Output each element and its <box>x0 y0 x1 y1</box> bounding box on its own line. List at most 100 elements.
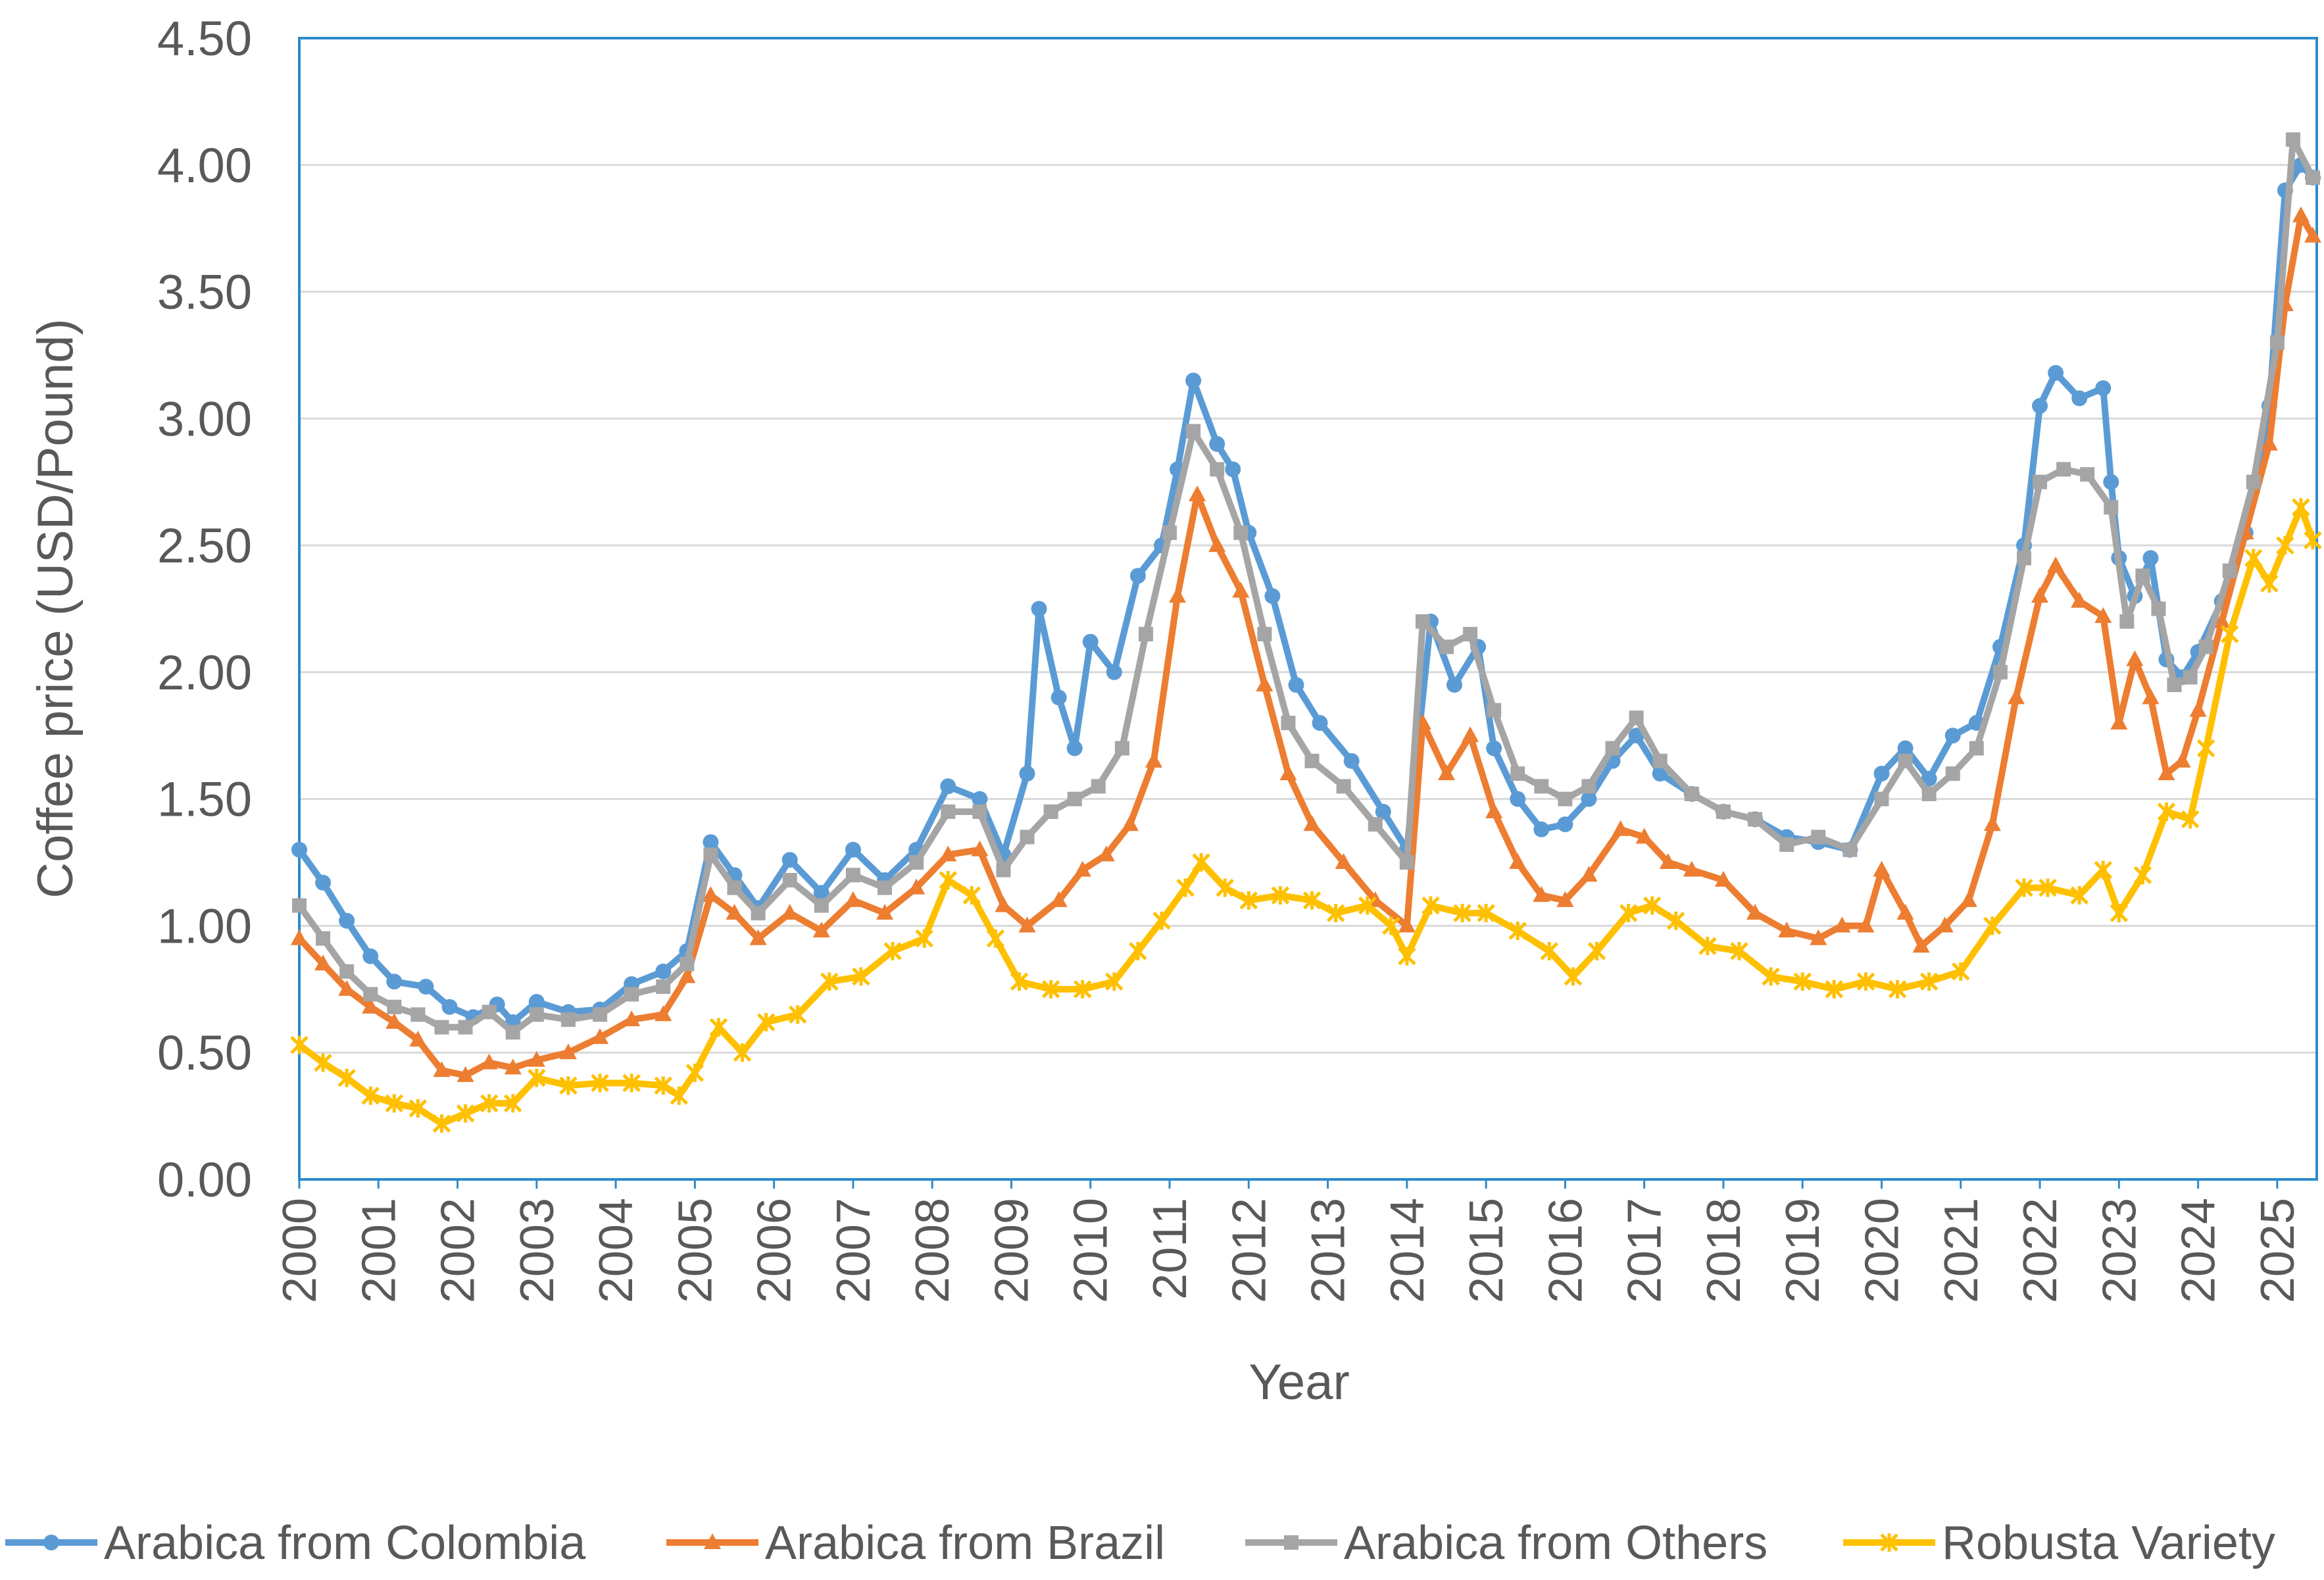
data-point <box>1399 855 1414 870</box>
data-point <box>878 880 893 895</box>
series-lines <box>290 132 2322 1133</box>
data-point <box>1169 587 1187 603</box>
y-tick-label: 1.00 <box>157 899 252 953</box>
data-point <box>2135 568 2150 583</box>
data-point <box>1335 853 1352 870</box>
data-point <box>749 929 767 945</box>
y-tick-label: 0.00 <box>157 1152 252 1207</box>
x-tick-label: 2017 <box>1619 1198 1671 1303</box>
data-point <box>1051 689 1067 706</box>
data-point <box>2095 380 2112 397</box>
data-point <box>504 1058 522 1075</box>
legend-label: Robusta Variety <box>1942 1517 2275 1569</box>
data-point <box>1176 878 1195 897</box>
data-point <box>2292 498 2310 517</box>
data-point <box>703 847 718 862</box>
data-point <box>1643 896 1662 915</box>
data-point <box>1825 979 1844 999</box>
data-point <box>940 778 956 795</box>
data-point <box>1326 904 1345 923</box>
x-tick-label: 2019 <box>1777 1198 1829 1303</box>
data-point <box>1279 764 1297 781</box>
data-point <box>528 1068 546 1087</box>
data-point <box>622 1074 641 1093</box>
data-point <box>1716 804 1731 819</box>
data-point <box>1043 804 1058 819</box>
x-tick-label: 2001 <box>353 1198 405 1303</box>
data-point <box>1533 821 1550 837</box>
data-point <box>2104 500 2119 515</box>
data-point <box>1936 916 1954 933</box>
data-point <box>503 1094 522 1113</box>
data-point <box>1019 766 1035 782</box>
data-point <box>291 841 307 858</box>
data-point <box>2304 226 2321 243</box>
data-point <box>2260 434 2278 451</box>
data-point <box>1564 967 1583 986</box>
data-point <box>883 942 902 960</box>
data-point <box>845 868 860 883</box>
data-point <box>788 1005 807 1024</box>
data-point <box>2183 670 2198 685</box>
legend-label: Arabica from Others <box>1344 1517 1768 1569</box>
data-point <box>457 1066 474 1082</box>
data-point <box>1534 779 1549 794</box>
data-point <box>1857 916 1875 933</box>
data-point <box>1114 741 1129 756</box>
x-axis-ticks: 2000 2001 2002 2003 2004 2005 2006 2007 2008 2009… <box>274 1179 2304 1303</box>
data-point <box>2276 536 2294 555</box>
data-point <box>939 871 958 890</box>
y-tick-label: 3.50 <box>157 265 252 320</box>
data-point <box>1129 568 1146 584</box>
data-point <box>441 999 458 1015</box>
data-point <box>1422 896 1440 915</box>
y-tick-label: 1.50 <box>157 772 252 827</box>
data-point <box>529 1007 544 1022</box>
data-point <box>1415 614 1430 629</box>
data-point <box>2244 549 2263 568</box>
data-point <box>2007 688 2025 704</box>
data-point <box>2158 764 2175 781</box>
data-point <box>971 840 989 856</box>
data-point <box>1508 922 1527 941</box>
y-tick-label: 2.00 <box>157 645 252 700</box>
data-point <box>339 912 355 929</box>
data-point <box>1074 860 1091 877</box>
data-point <box>1558 791 1573 806</box>
data-point <box>2119 614 2135 629</box>
data-point <box>1281 716 1296 730</box>
data-point <box>385 1012 403 1029</box>
data-point <box>409 1030 427 1047</box>
data-point <box>2285 132 2300 147</box>
data-point <box>2016 551 2031 566</box>
x-axis-title: Year <box>1249 1354 1350 1410</box>
data-point <box>2110 904 2129 923</box>
data-point <box>2142 688 2160 704</box>
data-point <box>726 904 743 920</box>
y-tick-label: 4.50 <box>157 11 252 66</box>
data-point <box>624 987 639 1002</box>
data-point <box>1446 677 1463 693</box>
data-point <box>2220 625 2239 644</box>
data-point <box>292 898 307 913</box>
data-point <box>2151 601 2166 616</box>
data-point <box>386 974 403 990</box>
data-point <box>1257 627 1272 642</box>
data-point <box>1303 815 1321 831</box>
legend-marker <box>1880 1533 1898 1552</box>
data-point <box>1746 904 1764 920</box>
data-point <box>1730 942 1748 960</box>
legend-label: Arabica from Brazil <box>765 1517 1165 1569</box>
data-point <box>2070 886 2089 905</box>
data-point <box>1368 817 1383 832</box>
data-point <box>480 1053 498 1070</box>
data-point <box>2305 170 2320 185</box>
data-point <box>1944 728 1961 744</box>
data-point <box>2032 398 2048 414</box>
data-point <box>1486 740 1502 756</box>
data-point <box>2260 574 2279 593</box>
data-point <box>1398 947 1416 966</box>
data-point <box>1185 372 1202 389</box>
